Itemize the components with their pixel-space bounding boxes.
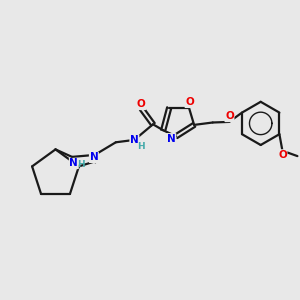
Text: O: O — [185, 98, 194, 107]
Text: H: H — [77, 160, 85, 169]
Text: N: N — [130, 135, 139, 145]
Text: N: N — [69, 158, 78, 169]
Text: H: H — [137, 142, 145, 151]
Text: N: N — [167, 134, 176, 144]
Text: O: O — [225, 112, 234, 122]
Text: O: O — [278, 150, 287, 160]
Text: N: N — [89, 152, 98, 162]
Text: O: O — [136, 100, 146, 110]
